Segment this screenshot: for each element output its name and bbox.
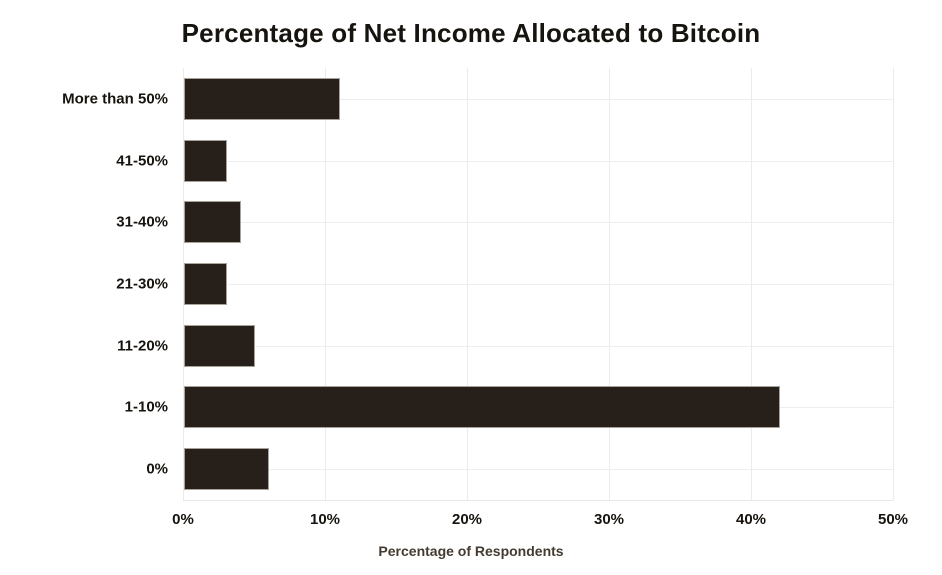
y-category-label: 41-50% [116, 152, 168, 170]
y-axis-labels: More than 50% 41-50% 31-40% 21-30% 11-20% 1-1… [0, 68, 168, 500]
x-tick-label: 40% [735, 511, 767, 528]
x-tick-label: 20% [451, 511, 483, 528]
y-category-label: 31-40% [116, 213, 168, 231]
bar-41-50- [184, 139, 227, 182]
horizontal-gridline [183, 469, 893, 471]
y-category-label: 1-10% [124, 398, 168, 416]
y-category-label: 21-30% [116, 275, 168, 293]
horizontal-gridline [183, 98, 893, 100]
plot-area [183, 68, 894, 501]
bar-21-30- [184, 263, 227, 305]
bar-1-10- [184, 386, 781, 429]
vertical-gridline [893, 68, 894, 500]
bar-more-than-50- [184, 77, 341, 120]
chart-title: Percentage of Net Income Allocated to Bi… [181, 18, 761, 48]
horizontal-gridline [183, 345, 893, 347]
y-category-label: 0% [146, 460, 168, 478]
y-category-label: More than 50% [62, 90, 168, 108]
x-tick-label: 10% [309, 511, 341, 528]
x-tick-label: 50% [877, 511, 909, 528]
bar-11-20- [184, 324, 255, 367]
x-tick-label: 0% [172, 511, 194, 528]
bar-31-40- [184, 201, 241, 244]
horizontal-gridline [183, 222, 893, 224]
x-axis-title: Percentage of Respondents [378, 543, 564, 559]
horizontal-gridline [183, 160, 893, 162]
y-category-label: 11-20% [117, 337, 168, 355]
x-tick-label: 30% [593, 511, 625, 528]
bar-0- [184, 448, 270, 491]
horizontal-gridline [183, 284, 893, 285]
